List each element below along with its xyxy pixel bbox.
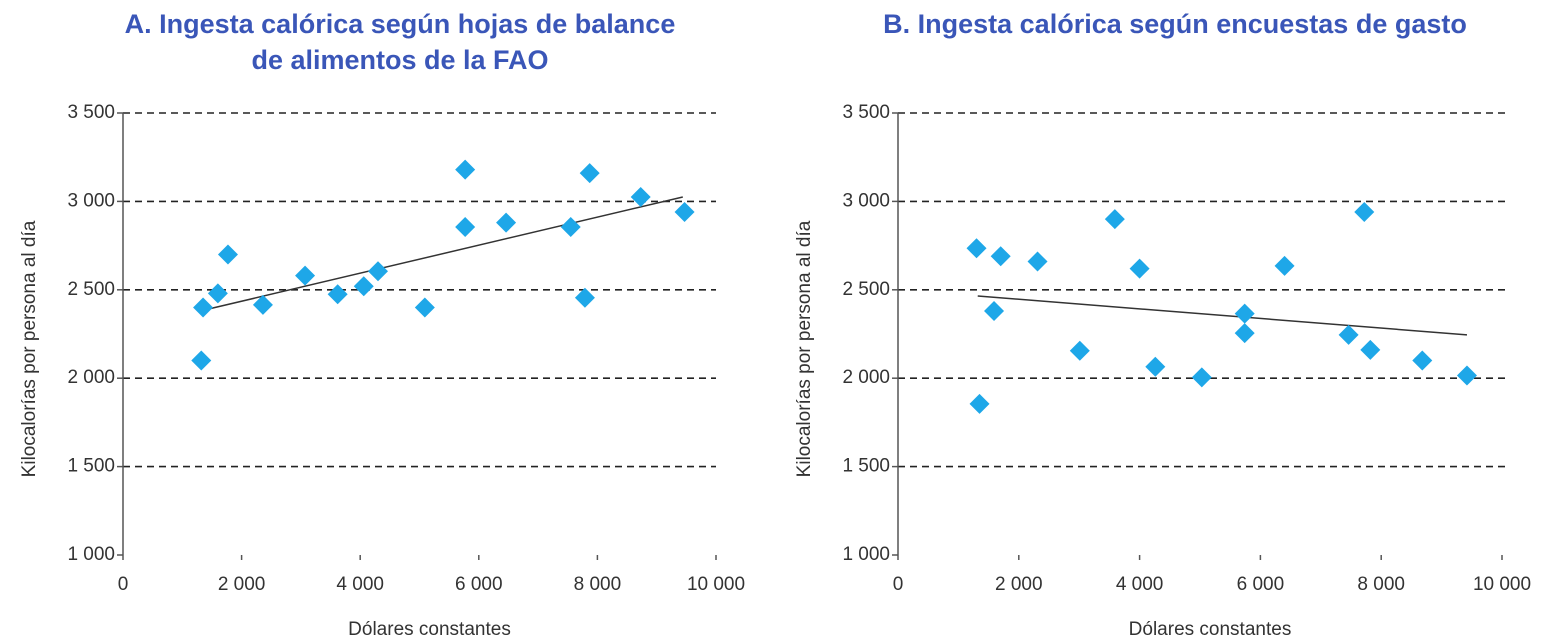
x-tick-label: 2 000 xyxy=(218,574,266,595)
point xyxy=(455,159,476,180)
point xyxy=(1354,202,1375,223)
x-tick-label: 8 000 xyxy=(1357,574,1405,595)
y-axis-label: Kilocalorías por persona al día xyxy=(19,220,40,477)
x-tick-label: 0 xyxy=(118,574,129,595)
point xyxy=(217,244,238,265)
point xyxy=(630,186,651,207)
point xyxy=(674,202,695,223)
point xyxy=(1456,365,1477,386)
point xyxy=(969,393,990,414)
x-tick-label: 0 xyxy=(893,574,904,595)
point xyxy=(1360,339,1381,360)
y-tick-label: 2 500 xyxy=(842,279,890,300)
point xyxy=(579,163,600,184)
x-tick-label: 8 000 xyxy=(574,574,622,595)
y-axis-label: Kilocalorías por persona al día xyxy=(794,220,815,477)
point xyxy=(353,276,374,297)
x-tick-label: 10 000 xyxy=(687,574,745,595)
y-tick-label: 1 500 xyxy=(842,456,890,477)
y-tick-label: 3 000 xyxy=(67,190,115,211)
point xyxy=(1274,255,1295,276)
x-tick-label: 4 000 xyxy=(336,574,384,595)
y-tick-label: 2 000 xyxy=(842,367,890,388)
point xyxy=(1069,340,1090,361)
point xyxy=(560,217,581,238)
x-tick-label: 6 000 xyxy=(455,574,503,595)
point xyxy=(455,217,476,238)
point xyxy=(1234,303,1255,324)
point xyxy=(1129,258,1150,279)
y-tick-label: 1 000 xyxy=(842,544,890,565)
x-tick-label: 10 000 xyxy=(1473,574,1531,595)
point xyxy=(414,297,435,318)
y-tick-label: 1 500 xyxy=(67,456,115,477)
point xyxy=(574,287,595,308)
point xyxy=(1412,350,1433,371)
point xyxy=(1145,356,1166,377)
point xyxy=(496,212,517,233)
y-tick-label: 2 000 xyxy=(67,367,115,388)
point xyxy=(1027,251,1048,272)
point xyxy=(327,284,348,305)
point xyxy=(966,238,987,259)
chart-title: A. Ingesta calórica según hojas de balan… xyxy=(125,9,676,39)
y-tick-label: 3 500 xyxy=(67,102,115,123)
x-axis-label: Dólares constantes xyxy=(348,619,511,640)
chart-title: de alimentos de la FAO xyxy=(251,45,548,75)
point xyxy=(367,261,388,282)
x-tick-label: 4 000 xyxy=(1116,574,1164,595)
chart-title: B. Ingesta calórica según encuestas de g… xyxy=(883,9,1467,39)
x-tick-label: 2 000 xyxy=(995,574,1043,595)
y-tick-label: 2 500 xyxy=(67,279,115,300)
point xyxy=(252,294,273,315)
x-tick-label: 6 000 xyxy=(1237,574,1285,595)
point xyxy=(1338,324,1359,345)
point xyxy=(295,265,316,286)
trend-line xyxy=(977,295,1468,336)
point xyxy=(1191,367,1212,388)
point xyxy=(193,297,214,318)
y-tick-label: 3 000 xyxy=(842,190,890,211)
x-axis-label: Dólares constantes xyxy=(1129,619,1292,640)
y-tick-label: 3 500 xyxy=(842,102,890,123)
trend-line xyxy=(199,196,683,312)
point xyxy=(990,246,1011,267)
point xyxy=(207,283,228,304)
point xyxy=(1104,209,1125,230)
point xyxy=(984,301,1005,322)
point xyxy=(1234,323,1255,344)
y-tick-label: 1 000 xyxy=(67,544,115,565)
point xyxy=(191,350,212,371)
